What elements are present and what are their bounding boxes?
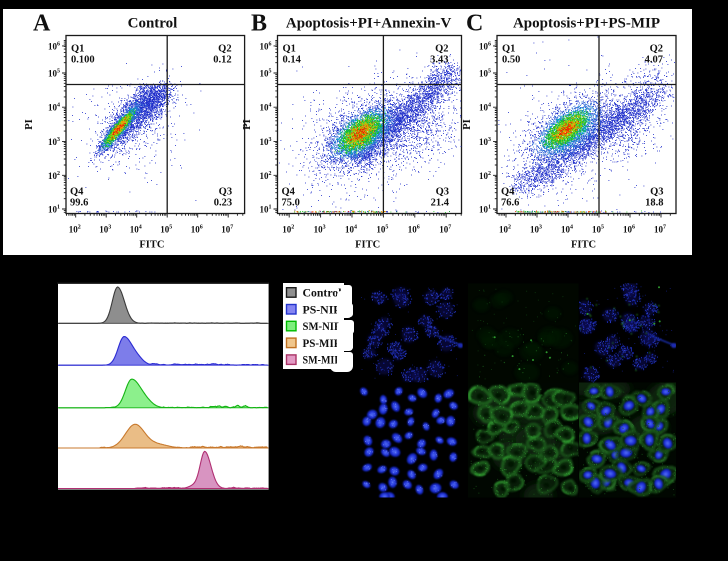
svg-text:PS-MIP: PS-MIP	[303, 338, 341, 350]
svg-text:0.14: 0.14	[283, 55, 302, 66]
svg-text:102: 102	[69, 225, 81, 235]
svg-text:Q4: Q4	[70, 187, 84, 198]
svg-text:103: 103	[48, 137, 60, 147]
svg-text:FITC: FITC	[139, 240, 164, 251]
svg-text:106: 106	[48, 41, 60, 51]
svg-text:PI: PI	[462, 119, 473, 130]
svg-text:103: 103	[260, 137, 272, 147]
svg-text:Q3: Q3	[219, 187, 232, 198]
svg-text:Q4: Q4	[282, 187, 296, 198]
svg-text:104: 104	[479, 103, 491, 113]
svg-text:105: 105	[479, 69, 491, 79]
svg-text:Q1: Q1	[71, 44, 84, 55]
svg-text:FITC: FITC	[571, 240, 596, 251]
svg-text:107: 107	[654, 225, 666, 235]
svg-text:Apoptosis+PI+Annexin-V: Apoptosis+PI+Annexin-V	[286, 16, 452, 32]
svg-text:PI: PI	[24, 119, 35, 130]
svg-text:Q3: Q3	[650, 187, 663, 198]
svg-text:102: 102	[479, 171, 491, 181]
svg-text:103: 103	[530, 225, 542, 235]
svg-text:PI: PI	[242, 119, 253, 130]
svg-text:101: 101	[260, 205, 272, 215]
svg-text:Q4: Q4	[501, 187, 515, 198]
svg-text:105: 105	[48, 69, 60, 79]
svg-text:106: 106	[623, 225, 635, 235]
svg-text:102: 102	[260, 171, 272, 181]
svg-text:Q1: Q1	[283, 44, 296, 55]
svg-text:76.6: 76.6	[501, 198, 519, 209]
svg-text:104: 104	[561, 225, 573, 235]
svg-text:105: 105	[592, 225, 604, 235]
svg-text:Control: Control	[128, 16, 178, 32]
svg-text:Q2: Q2	[650, 44, 663, 55]
svg-text:0.12: 0.12	[213, 55, 231, 66]
svg-text:FITC: FITC	[355, 240, 380, 251]
svg-text:0.50: 0.50	[502, 55, 520, 66]
svg-text:107: 107	[439, 225, 451, 235]
svg-text:106: 106	[479, 41, 491, 51]
svg-text:PS-NIP: PS-NIP	[303, 304, 341, 316]
svg-text:Q1: Q1	[502, 44, 515, 55]
svg-text:104: 104	[130, 225, 142, 235]
svg-text:Q3: Q3	[436, 187, 449, 198]
svg-text:4.07: 4.07	[645, 55, 663, 66]
svg-text:104: 104	[48, 103, 60, 113]
svg-text:105: 105	[260, 69, 272, 79]
svg-text:A: A	[33, 11, 51, 37]
svg-text:106: 106	[191, 225, 203, 235]
svg-text:18.8: 18.8	[645, 198, 663, 209]
svg-text:105: 105	[160, 225, 172, 235]
svg-text:Apoptosis+PI+PS-MIP: Apoptosis+PI+PS-MIP	[513, 16, 660, 32]
svg-text:21.4: 21.4	[431, 198, 450, 209]
svg-text:102: 102	[48, 171, 60, 181]
svg-text:103: 103	[479, 137, 491, 147]
svg-text:104: 104	[345, 225, 357, 235]
svg-text:106: 106	[260, 41, 272, 51]
svg-text:102: 102	[499, 225, 511, 235]
svg-text:C: C	[466, 11, 483, 37]
svg-text:Q2: Q2	[435, 44, 448, 55]
svg-text:104: 104	[260, 103, 272, 113]
svg-text:105: 105	[376, 225, 388, 235]
svg-text:75.0: 75.0	[282, 198, 300, 209]
svg-text:Q2: Q2	[218, 44, 231, 55]
svg-text:106: 106	[408, 225, 420, 235]
svg-text:101: 101	[479, 205, 491, 215]
svg-text:107: 107	[221, 225, 233, 235]
svg-text:103: 103	[314, 225, 326, 235]
svg-text:B: B	[251, 11, 267, 37]
svg-text:0.23: 0.23	[214, 198, 232, 209]
svg-text:3.43: 3.43	[430, 55, 448, 66]
svg-text:101: 101	[48, 205, 60, 215]
svg-text:0.100: 0.100	[71, 55, 95, 66]
svg-text:SM-MIP: SM-MIP	[303, 355, 341, 367]
svg-text:102: 102	[282, 225, 294, 235]
svg-text:103: 103	[99, 225, 111, 235]
svg-text:SM-NIP: SM-NIP	[303, 321, 341, 333]
svg-text:Control: Control	[303, 288, 342, 300]
svg-text:99.6: 99.6	[70, 198, 88, 209]
